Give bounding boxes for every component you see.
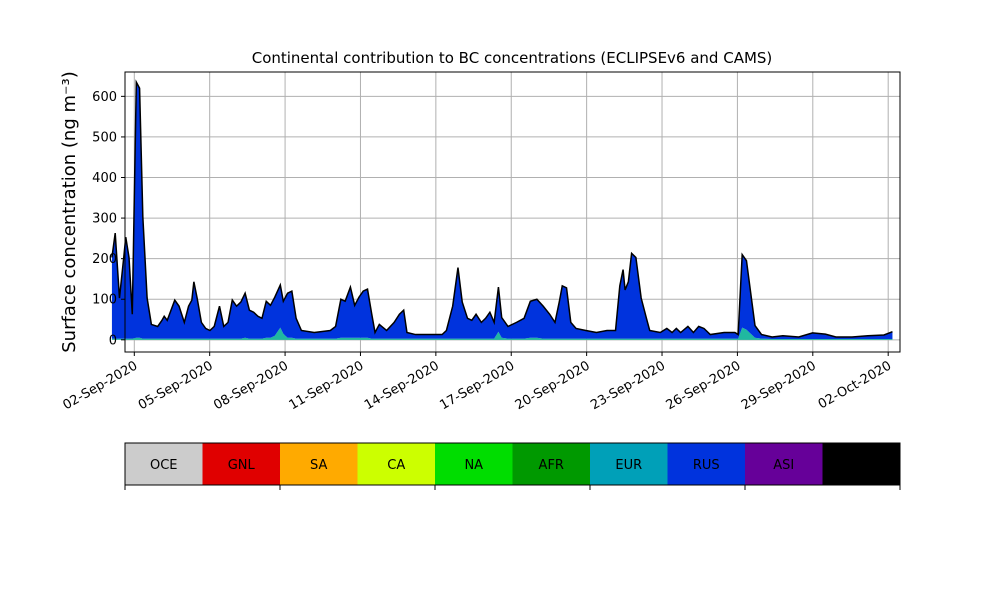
- outline: [111, 79, 893, 338]
- colorbar-label: SA: [310, 458, 327, 473]
- colorbar-swatch: [280, 443, 358, 485]
- y-tick-label: 500: [92, 130, 117, 145]
- areas: [111, 79, 893, 340]
- colorbar-swatch: [667, 443, 745, 485]
- y-tick-label: 100: [92, 293, 117, 308]
- colorbar-label: RUS: [693, 458, 720, 473]
- colorbar-swatch: [822, 443, 900, 485]
- y-tick-label: 400: [92, 171, 117, 186]
- colorbar-label: OCE: [150, 458, 178, 473]
- colorbar-label: GNL: [228, 458, 256, 473]
- colorbar-swatch: [512, 443, 590, 485]
- y-tick-label: 200: [92, 252, 117, 267]
- area: [111, 82, 893, 340]
- y-tick-label: 600: [92, 90, 117, 105]
- colorbar-swatch: [202, 443, 280, 485]
- plot-frame: [124, 71, 901, 353]
- colorbar-label: CA: [387, 458, 405, 473]
- y-tick-label: 0: [109, 333, 117, 348]
- colorbar-swatch: [590, 443, 668, 485]
- colorbar-frame: [124, 442, 901, 486]
- y-tick-label: 300: [92, 212, 117, 227]
- y-axis-label: Surface concentration (ng m⁻³): [59, 71, 80, 353]
- colorbar-swatch: [435, 443, 513, 485]
- area: [111, 327, 893, 340]
- colorbar-swatch: [357, 443, 435, 485]
- colorbar-label: NA: [464, 458, 483, 473]
- colorbar-label: AFR: [539, 458, 564, 473]
- colorbar-swatch: [745, 443, 823, 485]
- colorbar: OCE GNL SA CA NA AFR EUR RUS ASI AUS: [124, 442, 901, 490]
- chart-title: Continental contribution to BC concentra…: [252, 49, 773, 67]
- colorbar-swatch: [125, 443, 203, 485]
- colorbar-label: EUR: [615, 458, 642, 473]
- colorbar-label: ASI: [773, 458, 794, 473]
- colorbar-label: AUS: [848, 458, 875, 473]
